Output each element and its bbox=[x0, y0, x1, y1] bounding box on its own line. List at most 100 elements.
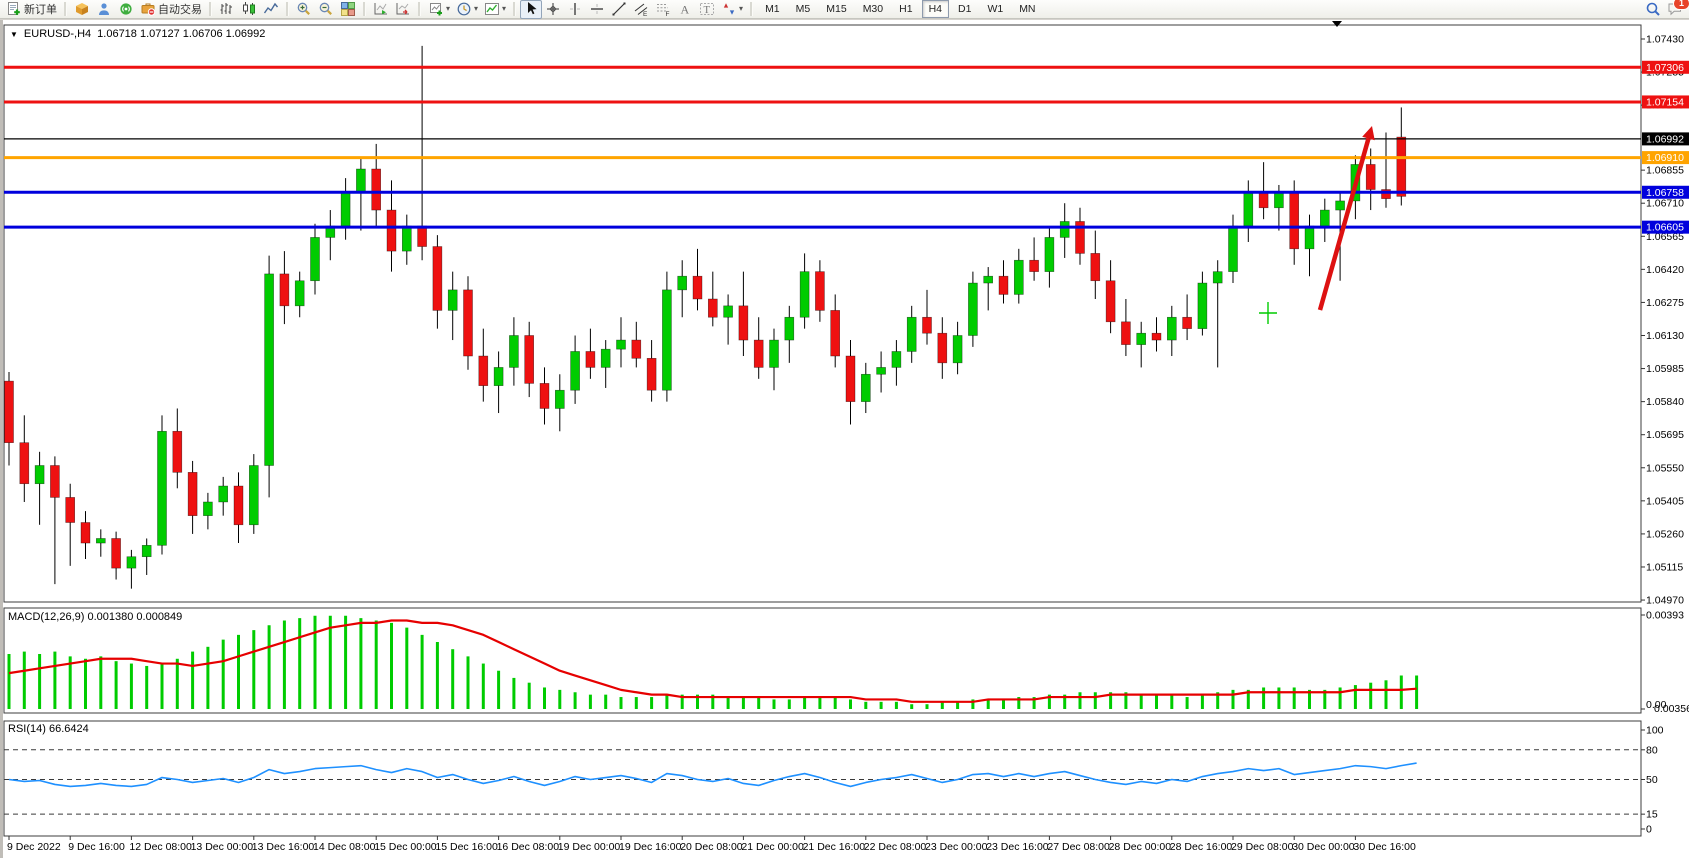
chart-title: ▼ EURUSD-,H4 1.06718 1.07127 1.06706 1.0… bbox=[10, 28, 265, 40]
new-chart-icon bbox=[430, 3, 442, 16]
time-tick-label: 14 Dec 08:00 bbox=[313, 841, 376, 853]
toolbar-signals-button[interactable] bbox=[115, 0, 137, 19]
toolbar-crosshair-button[interactable] bbox=[542, 0, 564, 19]
timeframe-mn-button[interactable]: MN bbox=[1019, 3, 1036, 15]
macd-signal-line bbox=[8, 619, 1417, 703]
indicators-icon bbox=[485, 3, 500, 15]
timeframe-m30-button[interactable]: M30 bbox=[862, 3, 884, 15]
text-label-icon: T bbox=[700, 3, 715, 16]
horizontal-line-icon bbox=[591, 4, 604, 14]
chart-ohlc-values: 1.06718 1.07127 1.06706 1.06992 bbox=[97, 28, 266, 40]
main-price-pane[interactable] bbox=[3, 24, 1642, 603]
toolbar-chart-shift-button[interactable] bbox=[392, 0, 414, 19]
toolbar-horizontal-line-button[interactable] bbox=[586, 0, 608, 19]
chart-symbol-timeframe: EURUSD-,H4 bbox=[23, 28, 92, 40]
toolbar-zoom-in-button[interactable] bbox=[293, 0, 315, 19]
toolbar-trendline-button[interactable] bbox=[608, 0, 630, 19]
time-tick-label: 28 Dec 16:00 bbox=[1170, 841, 1233, 853]
timeframe-m5-button[interactable]: M5 bbox=[795, 3, 811, 15]
svg-text:1.06758: 1.06758 bbox=[1646, 187, 1684, 199]
price-tick-label: 1.06710 bbox=[1646, 198, 1684, 210]
toolbar-autotrading-button[interactable]: 自动交易 bbox=[137, 0, 205, 19]
time-tick-label: 19 Dec 00:00 bbox=[558, 841, 621, 853]
toolbar-line-chart-button[interactable] bbox=[260, 0, 282, 19]
svg-text:0.00: 0.00 bbox=[1646, 699, 1667, 711]
price-tick-label: 1.06130 bbox=[1646, 330, 1684, 342]
timeframe-w1-button[interactable]: W1 bbox=[987, 3, 1004, 15]
svg-text:1.06605: 1.06605 bbox=[1646, 222, 1684, 234]
svg-text:0.00393: 0.00393 bbox=[1646, 609, 1684, 621]
svg-text:1.07306: 1.07306 bbox=[1646, 62, 1684, 74]
time-axis: 9 Dec 2022 9 Dec 16:00 12 Dec 08:0013 Dec … bbox=[7, 836, 1416, 853]
signals-icon bbox=[120, 3, 132, 15]
time-tick-label: 13 Dec 00:00 bbox=[191, 841, 254, 853]
toolbar-profiles-button[interactable]: ▾ bbox=[453, 0, 481, 19]
arrow-objects-icon bbox=[723, 3, 735, 15]
timeframe-h4-button[interactable]: H4 bbox=[921, 0, 949, 18]
arrow-objects-dropdown-icon[interactable]: ▾ bbox=[739, 4, 744, 13]
toolbar-auto-scroll-button[interactable] bbox=[370, 0, 392, 19]
time-tick-label: 12 Dec 08:00 bbox=[129, 841, 192, 853]
symbol-dropdown-icon[interactable]: ▼ bbox=[10, 29, 18, 39]
toolbar-arrow-objects-button[interactable]: ▾ bbox=[718, 0, 746, 19]
toolbar-chat-button[interactable]: 1 bbox=[1664, 0, 1689, 19]
toolbar-fibonacci-button[interactable]: F bbox=[652, 0, 674, 19]
new-order-icon bbox=[8, 2, 20, 15]
time-tick-label: 9 Dec 2022 bbox=[7, 841, 61, 853]
auto-scroll-icon bbox=[374, 3, 387, 15]
macd-axis: 0.00393 0.000.00356 bbox=[1641, 609, 1689, 715]
toolbar-zoom-out-button[interactable] bbox=[315, 0, 337, 19]
toolbar-right-icons: 1 bbox=[1642, 0, 1689, 19]
toolbar-separator bbox=[209, 2, 212, 16]
toolbar-cursor-button[interactable] bbox=[520, 0, 543, 19]
macd-histogram bbox=[7, 615, 1419, 709]
price-tick-label: 1.05260 bbox=[1646, 528, 1684, 540]
toolbar-community-button[interactable] bbox=[93, 0, 115, 19]
main-toolbar: 新订单 自动交易 ▾ ▾ ▾ E F A T ▾ M1 M5 M15 M30 H1 H4 D1 W1 MN 1 bbox=[0, 0, 1689, 19]
crosshair-icon bbox=[547, 3, 560, 15]
svg-text:F: F bbox=[666, 11, 670, 17]
toolbar-text-label-button[interactable]: T bbox=[696, 0, 718, 19]
toolbar-tile-windows-button[interactable] bbox=[337, 0, 359, 19]
price-tick-label: 1.05405 bbox=[1646, 495, 1684, 507]
profiles-dropdown-icon[interactable]: ▾ bbox=[474, 4, 479, 13]
time-tick-label: 23 Dec 16:00 bbox=[986, 841, 1049, 853]
time-tick-label: 21 Dec 16:00 bbox=[803, 841, 866, 853]
time-tick-label: 15 Dec 16:00 bbox=[435, 841, 498, 853]
timeframe-h1-button[interactable]: H1 bbox=[899, 3, 913, 15]
trend-arrow-annotation[interactable] bbox=[1317, 126, 1375, 311]
svg-text:1.06910: 1.06910 bbox=[1646, 152, 1684, 164]
time-tick-label: 29 Dec 08:00 bbox=[1231, 841, 1294, 853]
toolbar-equidistant-channel-button[interactable]: E bbox=[630, 0, 652, 19]
toolbar-market-button[interactable] bbox=[71, 0, 93, 19]
toolbar-new-chart-button[interactable]: ▾ bbox=[425, 0, 453, 19]
toolbar-indicators-button[interactable]: ▾ bbox=[481, 0, 509, 19]
toolbar-bar-chart-button[interactable] bbox=[216, 0, 238, 19]
fibonacci-icon: F bbox=[657, 4, 670, 17]
open-price-cross-marker[interactable] bbox=[1259, 302, 1277, 324]
profiles-clock-icon bbox=[457, 2, 471, 16]
toolbar-new-order-button[interactable]: 新订单 bbox=[3, 0, 60, 19]
timeframe-m1-button[interactable]: M1 bbox=[765, 3, 780, 15]
toolbar-candlestick-chart-button[interactable] bbox=[238, 0, 260, 19]
macd-pane[interactable] bbox=[3, 607, 1642, 714]
toolbar-vertical-line-button[interactable] bbox=[564, 0, 586, 19]
chart-shift-marker[interactable] bbox=[1332, 21, 1342, 27]
toolbar-search-button[interactable] bbox=[1642, 0, 1664, 19]
timeframe-d1-button[interactable]: D1 bbox=[958, 3, 972, 15]
price-badge-1.07154: 1.07154 bbox=[1642, 95, 1689, 109]
rsi-tick-label: 50 bbox=[1646, 774, 1658, 786]
rsi-tick-label: 80 bbox=[1646, 744, 1658, 756]
rsi-tick-label: 100 bbox=[1646, 725, 1664, 737]
vertical-line-icon bbox=[570, 3, 581, 15]
new-chart-dropdown-icon[interactable]: ▾ bbox=[446, 4, 451, 13]
chart-window[interactable]: 1.074301.072851.071401.068551.067101.065… bbox=[0, 20, 1689, 858]
price-tick-label: 1.05550 bbox=[1646, 462, 1684, 474]
price-badge-1.06992: 1.06992 bbox=[1642, 132, 1689, 146]
timeframe-m15-button[interactable]: M15 bbox=[826, 3, 847, 15]
toolbar-text-button[interactable]: A bbox=[674, 0, 696, 19]
text-icon: A bbox=[681, 3, 690, 17]
indicators-dropdown-icon[interactable]: ▾ bbox=[502, 4, 507, 13]
toolbar-separator bbox=[513, 2, 517, 16]
chart-canvas[interactable]: 1.074301.072851.071401.068551.067101.065… bbox=[0, 20, 1689, 858]
